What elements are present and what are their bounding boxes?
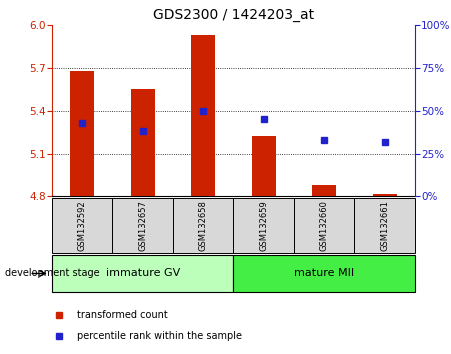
Bar bbox=[52, 255, 234, 292]
Text: GSM132661: GSM132661 bbox=[380, 200, 389, 251]
Title: GDS2300 / 1424203_at: GDS2300 / 1424203_at bbox=[153, 8, 314, 22]
Bar bbox=[52, 198, 112, 253]
Text: mature MII: mature MII bbox=[294, 268, 354, 279]
Bar bbox=[234, 255, 415, 292]
Text: GSM132658: GSM132658 bbox=[198, 200, 207, 251]
Bar bbox=[70, 70, 94, 196]
Bar bbox=[173, 198, 234, 253]
Bar bbox=[252, 136, 276, 196]
Bar bbox=[234, 198, 294, 253]
Bar bbox=[312, 185, 336, 196]
Text: GSM132657: GSM132657 bbox=[138, 200, 147, 251]
Text: percentile rank within the sample: percentile rank within the sample bbox=[77, 331, 242, 341]
Text: GSM132660: GSM132660 bbox=[320, 200, 329, 251]
Text: transformed count: transformed count bbox=[77, 310, 168, 320]
Bar bbox=[373, 194, 397, 196]
Bar bbox=[130, 89, 155, 196]
Bar bbox=[294, 198, 354, 253]
Bar bbox=[112, 198, 173, 253]
Text: immature GV: immature GV bbox=[106, 268, 180, 279]
Text: development stage: development stage bbox=[5, 268, 99, 279]
Bar bbox=[191, 35, 215, 196]
Bar bbox=[354, 198, 415, 253]
Text: GSM132659: GSM132659 bbox=[259, 200, 268, 251]
Text: GSM132592: GSM132592 bbox=[78, 200, 87, 251]
